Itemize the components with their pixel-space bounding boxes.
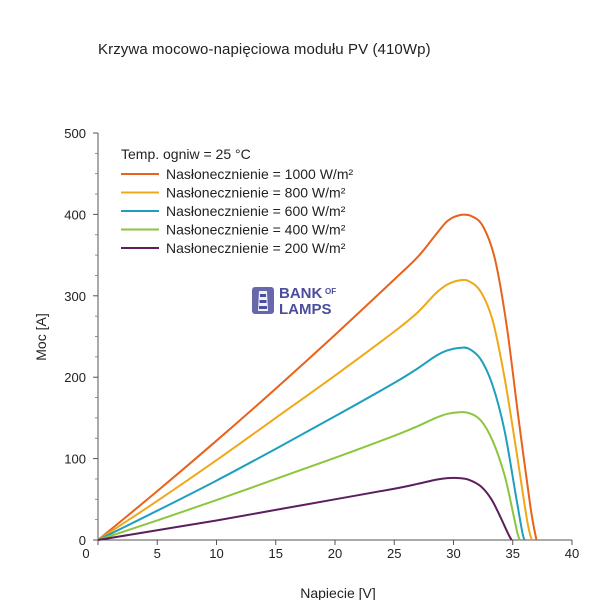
watermark-logo: BANK OF LAMPS (252, 285, 336, 318)
x-tick-label: 30 (446, 546, 460, 561)
y-tick-label: 0 (79, 533, 86, 548)
chart-title: Krzywa mocowo-napięciowa modułu PV (410W… (98, 41, 431, 58)
x-axis-title: Napiecie [V] (300, 585, 375, 600)
legend-label: Nasłonecznienie = 600 W/m² (166, 203, 346, 219)
watermark-line1-small: OF (325, 287, 336, 296)
y-tick-label: 500 (64, 126, 86, 141)
y-tick-label: 200 (64, 370, 86, 385)
series-line (97, 346, 526, 541)
y-tick-label: 400 (64, 207, 86, 222)
x-tick-label: 20 (328, 546, 342, 561)
watermark-line2: LAMPS (279, 301, 332, 318)
series-line (97, 476, 513, 541)
legend-label: Nasłonecznienie = 800 W/m² (166, 185, 346, 201)
legend-label: Nasłonecznienie = 200 W/m² (166, 240, 346, 256)
legend: Temp. ogniw = 25 °C Nasłonecznienie = 100… (121, 146, 353, 256)
x-tick-label: 10 (209, 546, 223, 561)
series-line (97, 411, 521, 541)
x-tick-label: 0 (82, 546, 89, 561)
y-tick-label: 300 (64, 289, 86, 304)
x-tick-label: 40 (565, 546, 579, 561)
legend-label: Nasłonecznienie = 400 W/m² (166, 222, 346, 238)
series-lines (97, 213, 538, 541)
lighthouse-icon (252, 287, 274, 314)
series-line (97, 213, 538, 541)
y-tick-label: 100 (64, 452, 86, 467)
series-line (97, 278, 533, 541)
x-tick-label: 25 (387, 546, 401, 561)
y-axis-title: Moc [A] (33, 313, 49, 360)
x-tick-label: 35 (506, 546, 520, 561)
x-tick-label: 5 (154, 546, 161, 561)
legend-label: Nasłonecznienie = 1000 W/m² (166, 166, 353, 182)
watermark-line1: BANK (279, 285, 322, 302)
legend-title: Temp. ogniw = 25 °C (121, 146, 251, 162)
x-tick-label: 15 (269, 546, 283, 561)
